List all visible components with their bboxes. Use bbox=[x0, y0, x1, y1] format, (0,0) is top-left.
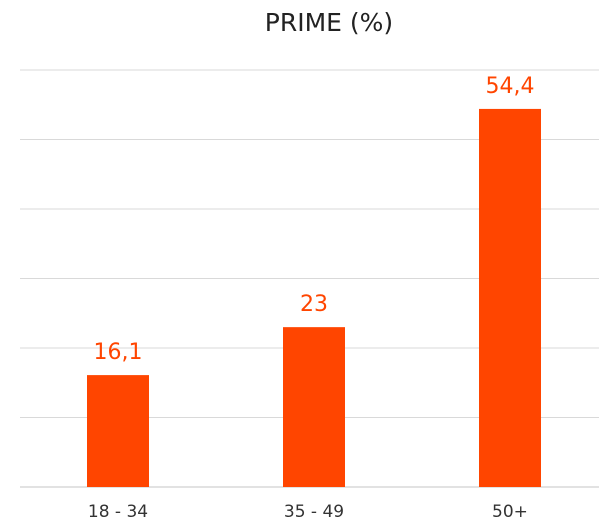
data-label: 23 bbox=[300, 292, 328, 317]
x-tick-label: 50+ bbox=[492, 502, 528, 522]
bar bbox=[479, 108, 541, 488]
x-tick-label: 35 - 49 bbox=[284, 502, 344, 522]
bar bbox=[283, 327, 345, 487]
x-tick-label: 18 - 34 bbox=[88, 502, 148, 522]
data-label: 16,1 bbox=[94, 340, 143, 365]
bar bbox=[87, 375, 149, 487]
x-tick-labels: 18 - 34 35 - 49 50+ bbox=[88, 502, 528, 522]
data-label: 54,4 bbox=[486, 74, 535, 99]
chart-title: PRIME (%) bbox=[265, 8, 393, 37]
data-labels: 16,1 23 54,4 bbox=[94, 74, 535, 365]
bars bbox=[87, 108, 541, 488]
